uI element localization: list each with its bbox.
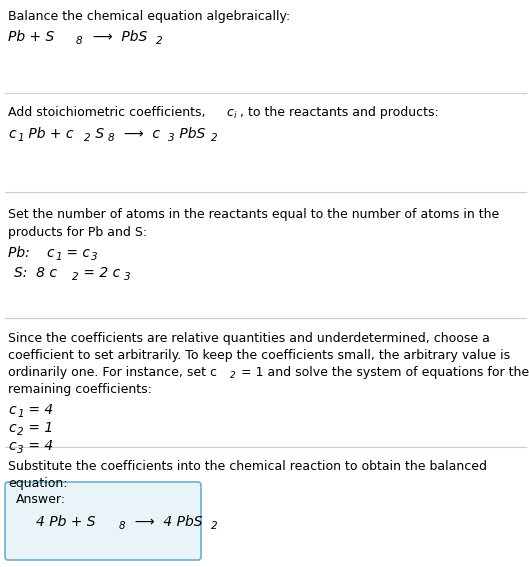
Text: 2: 2 [84, 133, 90, 143]
Text: remaining coefficients:: remaining coefficients: [8, 383, 152, 396]
Text: = c: = c [62, 246, 90, 260]
Text: 2: 2 [17, 427, 24, 437]
Text: c: c [8, 439, 16, 453]
Text: equation:: equation: [8, 477, 68, 490]
Text: 3: 3 [91, 252, 98, 262]
Text: 8: 8 [119, 521, 125, 531]
Text: S: S [91, 127, 104, 141]
Text: PbS: PbS [175, 127, 205, 141]
Text: Balance the chemical equation algebraically:: Balance the chemical equation algebraica… [8, 10, 290, 23]
Text: c: c [8, 127, 16, 141]
Text: Add stoichiometric coefficients,: Add stoichiometric coefficients, [8, 106, 209, 119]
Text: Pb + S: Pb + S [8, 30, 54, 44]
Text: Pb:: Pb: [8, 246, 39, 260]
Text: = 1: = 1 [24, 421, 53, 435]
Text: = 4: = 4 [24, 439, 53, 453]
Text: ⟶  c: ⟶ c [115, 127, 160, 141]
Text: 2: 2 [156, 36, 162, 46]
Text: ⟶  4 PbS: ⟶ 4 PbS [126, 515, 203, 529]
Text: , to the reactants and products:: , to the reactants and products: [240, 106, 439, 119]
Text: 1: 1 [55, 252, 61, 262]
Text: c: c [8, 421, 16, 435]
Text: 1: 1 [17, 133, 24, 143]
Text: 3: 3 [124, 272, 131, 282]
Text: products for Pb and S:: products for Pb and S: [8, 226, 147, 239]
Text: 3: 3 [17, 445, 24, 455]
Text: 2: 2 [211, 133, 217, 143]
Text: Substitute the coefficients into the chemical reaction to obtain the balanced: Substitute the coefficients into the che… [8, 460, 487, 473]
Text: ordinarily one. For instance, set c: ordinarily one. For instance, set c [8, 366, 217, 379]
Text: Pb + c: Pb + c [24, 127, 74, 141]
Text: = 1 and solve the system of equations for the: = 1 and solve the system of equations fo… [237, 366, 529, 379]
Text: 1: 1 [17, 409, 24, 419]
Text: 8: 8 [108, 133, 115, 143]
Text: Answer:: Answer: [16, 493, 66, 506]
Text: i: i [234, 111, 236, 120]
Text: coefficient to set arbitrarily. To keep the coefficients small, the arbitrary va: coefficient to set arbitrarily. To keep … [8, 349, 510, 362]
Text: c: c [46, 246, 53, 260]
FancyBboxPatch shape [5, 482, 201, 560]
Text: ⟶  PbS: ⟶ PbS [84, 30, 147, 44]
Text: c: c [8, 403, 16, 417]
Text: S:  8 c: S: 8 c [14, 266, 57, 280]
Text: 4 Pb + S: 4 Pb + S [36, 515, 96, 529]
Text: c: c [226, 106, 233, 119]
Text: 2: 2 [72, 272, 79, 282]
Text: 2: 2 [211, 521, 217, 531]
Text: 3: 3 [168, 133, 175, 143]
Text: Set the number of atoms in the reactants equal to the number of atoms in the: Set the number of atoms in the reactants… [8, 208, 499, 221]
Text: 8: 8 [76, 36, 83, 46]
Text: = 2 c: = 2 c [79, 266, 120, 280]
Text: = 4: = 4 [24, 403, 53, 417]
Text: 2: 2 [230, 371, 236, 380]
Text: Since the coefficients are relative quantities and underdetermined, choose a: Since the coefficients are relative quan… [8, 332, 490, 345]
